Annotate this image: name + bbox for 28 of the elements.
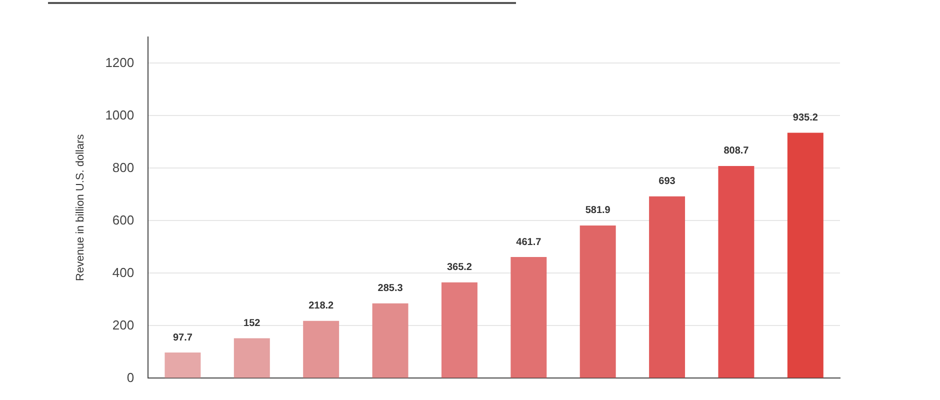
y-tick-label: 400	[112, 264, 134, 280]
y-tick-label: 200	[112, 317, 134, 332]
data-label: 97.7	[172, 332, 193, 344]
y-tick-label: 1000	[105, 107, 134, 122]
bar	[787, 132, 824, 378]
data-label: 365.2	[446, 262, 472, 274]
data-label: 152	[244, 318, 261, 330]
bar	[649, 196, 686, 378]
y-tick-label: 600	[112, 212, 134, 228]
data-label: 581.9	[585, 205, 611, 216]
y-axis-title: Revenue in billion U.S. dollars	[74, 134, 87, 281]
bar	[303, 320, 340, 378]
y-tick-label: 0	[126, 370, 134, 385]
data-label: 218.2	[308, 300, 334, 312]
bar	[234, 338, 270, 378]
data-label: 285.3	[378, 283, 404, 294]
bar	[164, 352, 201, 378]
data-label: 693	[658, 176, 676, 188]
data-label: 461.7	[516, 236, 542, 248]
bar	[580, 225, 616, 378]
data-label: 808.7	[724, 146, 750, 157]
bar	[372, 303, 408, 378]
bar	[718, 166, 754, 378]
y-tick-label: 800	[112, 160, 134, 175]
data-label: 935.2	[792, 112, 818, 124]
bar	[510, 257, 547, 378]
bar	[441, 282, 478, 378]
y-tick-label: 1200	[105, 54, 134, 70]
